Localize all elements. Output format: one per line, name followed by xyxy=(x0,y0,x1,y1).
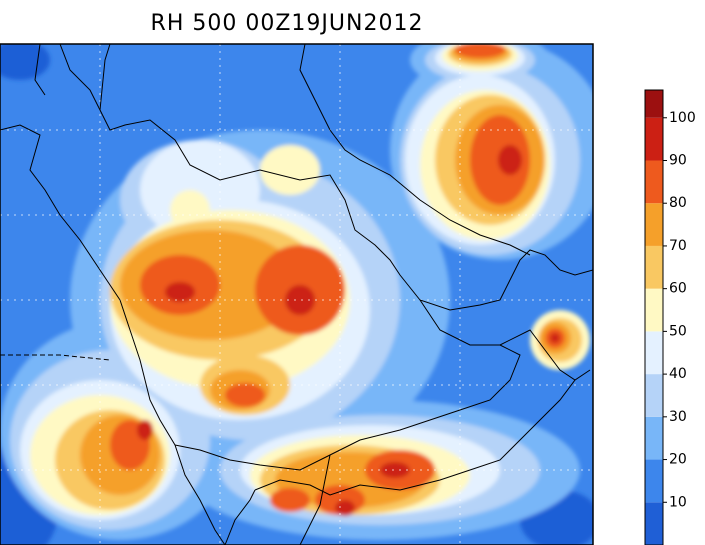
humidity-contour xyxy=(225,383,265,407)
colorbar-swatch xyxy=(645,459,663,503)
humidity-contour xyxy=(170,190,210,230)
graticule xyxy=(0,44,593,545)
coastlines xyxy=(0,44,593,545)
humidity-contour xyxy=(165,282,195,302)
colorbar-swatch xyxy=(645,117,663,161)
colorbar-swatch xyxy=(645,502,663,545)
colorbar-label: 70 xyxy=(669,238,687,254)
humidity-contour xyxy=(137,420,153,440)
colorbar-swatch xyxy=(645,203,663,246)
colorbar: 10 20 30 40 50 60 70 80 90 100 xyxy=(644,89,696,545)
humidity-contour xyxy=(285,285,315,315)
colorbar-label: 20 xyxy=(669,452,687,468)
humidity-contour xyxy=(260,145,320,195)
colorbar-swatch xyxy=(645,374,663,417)
humidity-contour xyxy=(550,333,560,343)
colorbar-swatch xyxy=(645,90,663,118)
colorbar-label: 30 xyxy=(669,409,687,425)
colorbar-swatch xyxy=(645,288,663,332)
colorbar-label: 80 xyxy=(669,195,687,211)
colorbar-swatch xyxy=(645,160,663,204)
map-title: RH 500 00Z19JUN2012 xyxy=(151,11,424,36)
colorbar-frame xyxy=(644,89,664,545)
colorbar-swatch xyxy=(645,245,663,289)
colorbar-label: 60 xyxy=(669,281,687,297)
humidity-contour xyxy=(270,488,310,512)
humidity-field xyxy=(0,44,593,545)
humidity-contour xyxy=(455,44,505,58)
colorbar-label: 40 xyxy=(669,366,687,382)
colorbar-label: 100 xyxy=(669,110,696,126)
map xyxy=(0,44,593,545)
humidity-contour xyxy=(0,44,50,80)
colorbar-label: 90 xyxy=(669,152,687,168)
colorbar-label: 10 xyxy=(669,494,687,510)
humidity-contour xyxy=(335,500,355,516)
colorbar-label: 50 xyxy=(669,323,687,339)
colorbar-swatch xyxy=(645,416,663,460)
humidity-contour xyxy=(380,462,410,478)
colorbar-swatch xyxy=(645,331,663,375)
map-frame xyxy=(0,43,594,545)
humidity-contour xyxy=(498,145,522,175)
